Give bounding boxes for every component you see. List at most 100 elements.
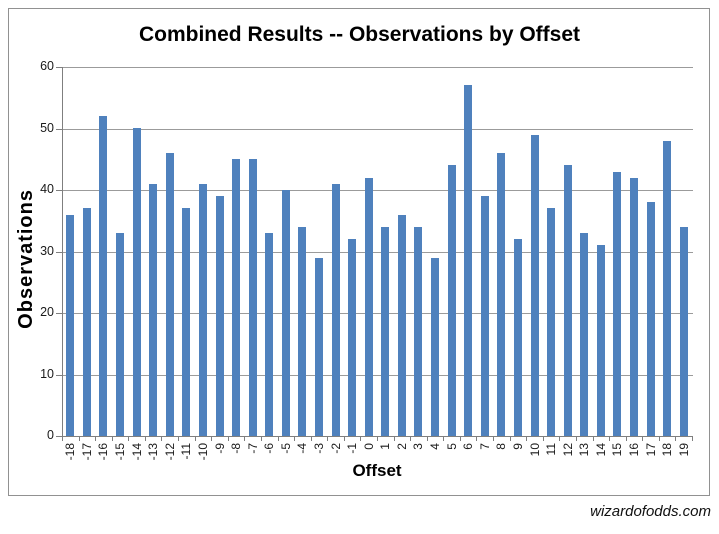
bar--16 [99, 116, 108, 436]
bar-17 [646, 202, 655, 436]
x-tick-label--11: -11 [179, 443, 194, 460]
x-tick-7 [178, 437, 179, 441]
gridline-10 [63, 375, 693, 376]
x-tick-31 [576, 437, 577, 441]
bar--3 [314, 258, 323, 436]
bar--4 [298, 227, 307, 436]
x-tick-label-12: 12 [560, 443, 575, 457]
x-tick-label--1: -1 [345, 443, 360, 454]
y-tick-label-0: 0 [47, 428, 54, 442]
y-tick-30 [56, 252, 62, 253]
x-tick-label--3: -3 [311, 443, 326, 454]
x-tick-32 [593, 437, 594, 441]
bar-11 [547, 208, 556, 436]
bar--18 [66, 215, 75, 436]
bar-10 [530, 135, 539, 436]
x-tick-33 [609, 437, 610, 441]
bar--12 [165, 153, 174, 436]
x-tick-label-4: 4 [428, 443, 443, 450]
x-tick-17 [344, 437, 345, 441]
x-tick-label--9: -9 [212, 443, 227, 454]
x-tick-28 [526, 437, 527, 441]
bar--15 [116, 233, 125, 436]
x-tick-label--7: -7 [245, 443, 260, 454]
bar--2 [331, 184, 340, 436]
bar--10 [198, 184, 207, 436]
x-tick-label--17: -17 [79, 443, 94, 461]
x-tick-35 [642, 437, 643, 441]
chart-title: Combined Results -- Observations by Offs… [138, 23, 581, 46]
x-tick-3 [112, 437, 113, 441]
x-tick-29 [543, 437, 544, 441]
y-tick-label-40: 40 [40, 182, 54, 196]
x-tick-10 [228, 437, 229, 441]
x-tick-label-3: 3 [411, 443, 426, 450]
x-tick-label--13: -13 [146, 443, 161, 461]
x-tick-label--10: -10 [195, 443, 210, 461]
x-tick-5 [145, 437, 146, 441]
x-tick-label--2: -2 [328, 443, 343, 454]
x-tick-label--16: -16 [96, 443, 111, 461]
x-tick-0 [62, 437, 63, 441]
x-tick-24 [460, 437, 461, 441]
bar--17 [82, 208, 91, 436]
x-tick-21 [410, 437, 411, 441]
x-tick-38 [692, 437, 693, 441]
x-tick-label-9: 9 [510, 443, 525, 450]
x-tick-label-1: 1 [378, 443, 393, 450]
x-tick-36 [659, 437, 660, 441]
x-tick-label--12: -12 [162, 443, 177, 461]
x-tick-30 [559, 437, 560, 441]
x-tick-25 [476, 437, 477, 441]
x-tick-label--4: -4 [295, 443, 310, 454]
bar-2 [397, 215, 406, 436]
x-tick-9 [211, 437, 212, 441]
bar-12 [563, 165, 572, 436]
bar-13 [580, 233, 589, 436]
bar-7 [480, 196, 489, 436]
bar-0 [364, 178, 373, 436]
x-tick-6 [161, 437, 162, 441]
bar--6 [265, 233, 274, 436]
bar-8 [497, 153, 506, 436]
x-tick-label--15: -15 [113, 443, 128, 461]
bar-9 [513, 239, 522, 436]
x-tick-23 [443, 437, 444, 441]
x-axis-title: Offset [352, 461, 402, 480]
x-tick-37 [675, 437, 676, 441]
y-axis-line [62, 67, 63, 437]
x-tick-label-2: 2 [394, 443, 409, 450]
x-tick-8 [195, 437, 196, 441]
gridline-20 [63, 313, 693, 314]
bar-6 [464, 85, 473, 436]
gridline-40 [63, 190, 693, 191]
bar-15 [613, 172, 622, 436]
x-tick-label-5: 5 [444, 443, 459, 450]
x-tick-11 [244, 437, 245, 441]
x-tick-4 [128, 437, 129, 441]
x-tick-label-7: 7 [477, 443, 492, 450]
x-tick-label-17: 17 [643, 443, 658, 457]
x-tick-2 [95, 437, 96, 441]
x-tick-label--5: -5 [278, 443, 293, 454]
bar--5 [281, 190, 290, 436]
x-tick-label-8: 8 [494, 443, 509, 450]
y-tick-label-60: 60 [40, 59, 54, 73]
x-tick-label-6: 6 [461, 443, 476, 450]
bar--1 [348, 239, 357, 436]
y-tick-20 [56, 313, 62, 314]
y-tick-40 [56, 190, 62, 191]
x-tick-12 [261, 437, 262, 441]
x-tick-13 [278, 437, 279, 441]
x-tick-label-0: 0 [361, 443, 376, 450]
x-axis-line [62, 436, 693, 437]
bar--11 [182, 208, 191, 436]
y-tick-label-30: 30 [40, 244, 54, 258]
y-tick-0 [56, 436, 62, 437]
bar-18 [663, 141, 672, 436]
bar-4 [431, 258, 440, 436]
x-tick-16 [327, 437, 328, 441]
gridline-30 [63, 252, 693, 253]
